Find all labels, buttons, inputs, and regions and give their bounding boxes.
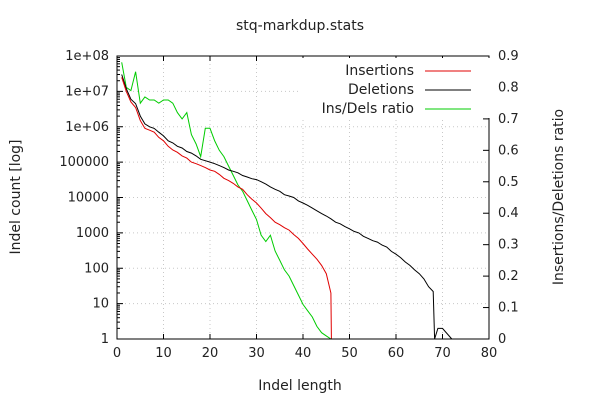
y2-tick-label: 0.7 [498, 112, 519, 127]
x-tick-label: 60 [388, 346, 405, 361]
y2-tick-label: 0.2 [498, 269, 519, 284]
x-tick-label: 0 [113, 346, 121, 361]
y-tick-label: 100000 [59, 155, 109, 170]
y-tick-label: 1 [101, 332, 109, 347]
y2-tick-label: 0.4 [498, 206, 519, 221]
x-tick-label: 40 [295, 346, 312, 361]
y2-tick-label: 0.5 [498, 175, 519, 190]
y-tick-label: 100 [84, 261, 109, 276]
y2-tick-label: 0.8 [498, 80, 519, 95]
legend-label: Deletions [348, 82, 414, 98]
x-tick-label: 30 [248, 346, 265, 361]
series-line-insertions [121, 77, 332, 340]
legend: Insertions Deletions Ins/Dels ratio [300, 58, 490, 118]
chart-title: stq-markdup.stats [236, 18, 364, 34]
x-tick-label: 50 [341, 346, 358, 361]
y2-tick-label: 0.1 [498, 301, 519, 316]
legend-label: Insertions [345, 63, 414, 79]
y2-tick-label: 0 [498, 332, 506, 347]
y2-tick-label: 0.6 [498, 143, 519, 158]
x-tick-label: 80 [481, 346, 498, 361]
axis-ticks: 0 10 20 30 40 50 60 70 80 1 10 100 1000 10000 100000 1e… [59, 49, 518, 361]
x-tick-label: 70 [434, 346, 451, 361]
x-tick-label: 20 [202, 346, 219, 361]
y-tick-label: 10000 [68, 191, 109, 206]
y-axis-label: Indel count [log] [8, 139, 24, 254]
y-tick-label: 1e+06 [65, 120, 109, 135]
y2-axis-label: Insertions/Deletions ratio [551, 109, 567, 285]
legend-background [300, 58, 490, 118]
y-tick-label: 1e+08 [65, 49, 109, 64]
y-tick-label: 1000 [76, 226, 109, 241]
y2-tick-label: 0.9 [498, 49, 519, 64]
series-line-ins-dels-ratio [121, 62, 332, 340]
y2-tick-label: 0.3 [498, 238, 519, 253]
y-tick-label: 10 [92, 297, 109, 312]
legend-label: Ins/Dels ratio [322, 101, 414, 117]
series-line-deletions [121, 74, 453, 340]
x-tick-label: 10 [155, 346, 172, 361]
y-tick-label: 1e+07 [65, 84, 109, 99]
x-axis-label: Indel length [258, 378, 341, 394]
data-lines [121, 62, 453, 340]
